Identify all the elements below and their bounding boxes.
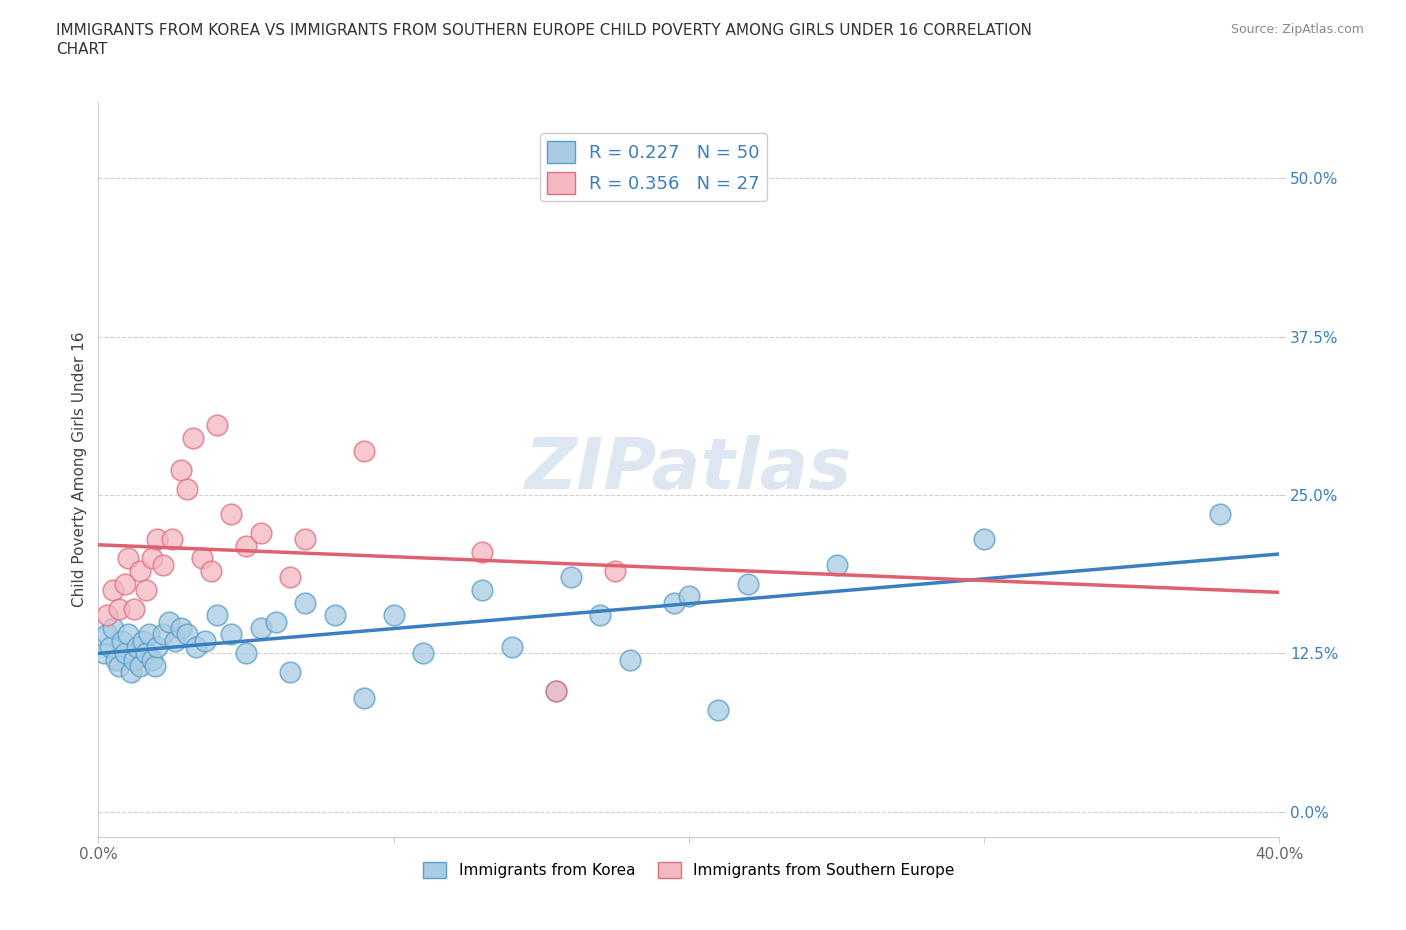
Point bbox=[280, 665, 302, 680]
Point bbox=[678, 589, 700, 604]
Point bbox=[98, 640, 121, 655]
Point bbox=[184, 640, 207, 655]
Point bbox=[560, 570, 582, 585]
Point bbox=[108, 602, 131, 617]
Point bbox=[141, 652, 163, 667]
Legend: Immigrants from Korea, Immigrants from Southern Europe: Immigrants from Korea, Immigrants from S… bbox=[418, 857, 960, 884]
Point bbox=[235, 646, 257, 661]
Point bbox=[93, 646, 115, 661]
Text: ZIPatlas: ZIPatlas bbox=[526, 435, 852, 504]
Point bbox=[471, 545, 494, 560]
Point bbox=[619, 652, 641, 667]
Text: Source: ZipAtlas.com: Source: ZipAtlas.com bbox=[1230, 23, 1364, 36]
Point bbox=[105, 652, 128, 667]
Point bbox=[117, 627, 139, 642]
Point bbox=[135, 582, 157, 597]
Point bbox=[135, 646, 157, 661]
Point bbox=[141, 551, 163, 565]
Point bbox=[294, 532, 316, 547]
Point bbox=[152, 557, 174, 572]
Point bbox=[96, 627, 118, 642]
Point bbox=[170, 462, 193, 477]
Point bbox=[221, 627, 243, 642]
Point bbox=[471, 582, 494, 597]
Point bbox=[128, 658, 150, 673]
Point bbox=[194, 633, 217, 648]
Point bbox=[200, 564, 222, 578]
Point bbox=[825, 557, 848, 572]
Point bbox=[117, 551, 139, 565]
Point bbox=[157, 614, 180, 629]
Point bbox=[114, 577, 136, 591]
Point bbox=[146, 640, 169, 655]
Point bbox=[103, 620, 125, 635]
Point bbox=[250, 525, 273, 540]
Point bbox=[973, 532, 995, 547]
Point bbox=[143, 658, 166, 673]
Point bbox=[120, 665, 142, 680]
Point bbox=[546, 684, 568, 698]
Point bbox=[501, 640, 523, 655]
Point bbox=[353, 690, 375, 705]
Point bbox=[589, 608, 612, 623]
Point bbox=[170, 620, 193, 635]
Point bbox=[250, 620, 273, 635]
Point bbox=[122, 652, 145, 667]
Point bbox=[605, 564, 627, 578]
Y-axis label: Child Poverty Among Girls Under 16: Child Poverty Among Girls Under 16 bbox=[72, 332, 87, 607]
Point bbox=[191, 551, 214, 565]
Point bbox=[1209, 507, 1232, 522]
Point bbox=[382, 608, 405, 623]
Point bbox=[664, 595, 686, 610]
Point bbox=[96, 608, 118, 623]
Point bbox=[294, 595, 316, 610]
Text: CHART: CHART bbox=[56, 42, 108, 57]
Point bbox=[162, 532, 183, 547]
Point bbox=[546, 684, 568, 698]
Point bbox=[205, 418, 228, 432]
Point bbox=[181, 431, 204, 445]
Point bbox=[165, 633, 187, 648]
Point bbox=[128, 564, 150, 578]
Point bbox=[125, 640, 148, 655]
Point bbox=[132, 633, 155, 648]
Point bbox=[152, 627, 174, 642]
Point bbox=[103, 582, 125, 597]
Point bbox=[235, 538, 257, 553]
Point bbox=[707, 703, 730, 718]
Point bbox=[176, 481, 198, 496]
Point bbox=[138, 627, 160, 642]
Point bbox=[111, 633, 134, 648]
Point bbox=[280, 570, 302, 585]
Point bbox=[114, 646, 136, 661]
Point bbox=[353, 444, 375, 458]
Point bbox=[108, 658, 131, 673]
Point bbox=[122, 602, 145, 617]
Point bbox=[221, 507, 243, 522]
Point bbox=[146, 532, 169, 547]
Point bbox=[412, 646, 434, 661]
Point bbox=[264, 614, 287, 629]
Point bbox=[176, 627, 198, 642]
Point bbox=[205, 608, 228, 623]
Point bbox=[323, 608, 346, 623]
Point bbox=[737, 577, 759, 591]
Text: IMMIGRANTS FROM KOREA VS IMMIGRANTS FROM SOUTHERN EUROPE CHILD POVERTY AMONG GIR: IMMIGRANTS FROM KOREA VS IMMIGRANTS FROM… bbox=[56, 23, 1032, 38]
